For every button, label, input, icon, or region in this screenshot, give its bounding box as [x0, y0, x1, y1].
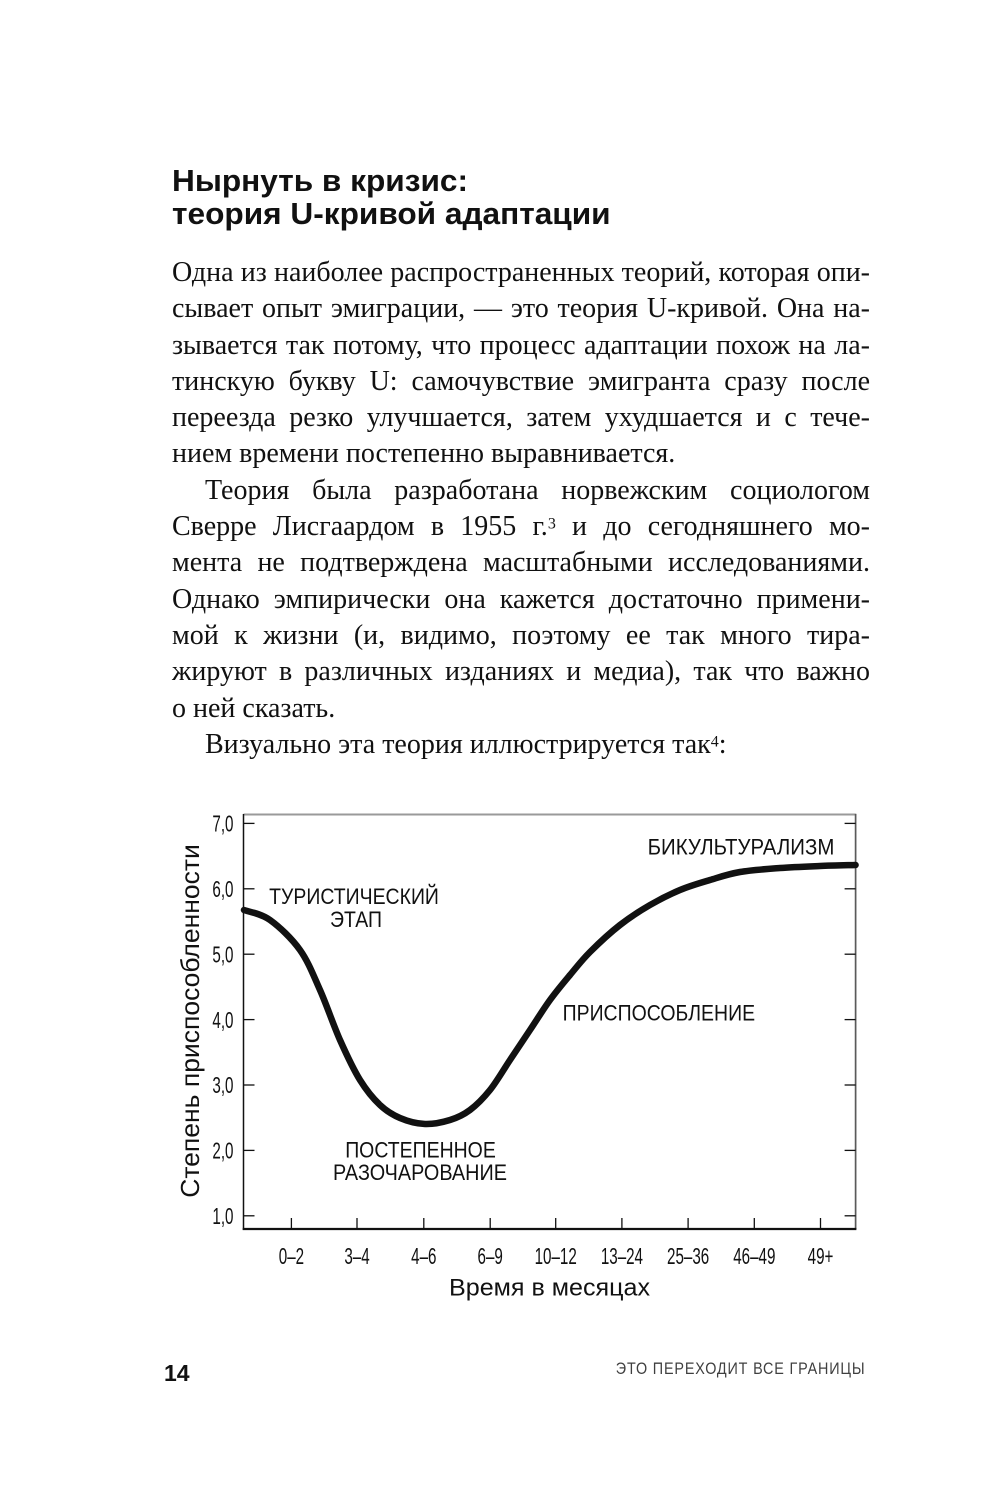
svg-text:46–49: 46–49 [733, 1244, 775, 1270]
svg-text:РАЗОЧАРОВАНИЕ: РАЗОЧАРОВАНИЕ [333, 1161, 507, 1185]
svg-text:ТУРИСТИЧЕСКИЙ: ТУРИСТИЧЕСКИЙ [269, 884, 439, 909]
svg-text:1,0: 1,0 [212, 1204, 233, 1230]
svg-text:5,0: 5,0 [212, 942, 233, 968]
svg-text:0–2: 0–2 [279, 1244, 304, 1270]
svg-text:7,0: 7,0 [212, 812, 233, 838]
svg-text:25–36: 25–36 [667, 1244, 709, 1270]
svg-text:6,0: 6,0 [212, 877, 233, 903]
svg-text:3,0: 3,0 [212, 1073, 233, 1099]
svg-text:49+: 49+ [808, 1244, 834, 1270]
svg-text:4,0: 4,0 [212, 1008, 233, 1034]
svg-text:10–12: 10–12 [535, 1244, 577, 1270]
svg-text:ЭТАП: ЭТАП [330, 908, 382, 932]
svg-text:6–9: 6–9 [478, 1244, 503, 1270]
svg-text:13–24: 13–24 [601, 1244, 643, 1270]
svg-text:БИКУЛЬТУРАЛИЗМ: БИКУЛЬТУРАЛИЗМ [648, 835, 835, 860]
svg-text:ПОСТЕПЕННОЕ: ПОСТЕПЕННОЕ [345, 1138, 496, 1162]
svg-text:3–4: 3–4 [344, 1244, 369, 1270]
svg-text:4–6: 4–6 [411, 1244, 436, 1270]
svg-text:Степень приспособленности: Степень приспособленности [175, 844, 205, 1198]
svg-text:Время в месяцах: Время в месяцах [449, 1275, 651, 1301]
svg-text:ПРИСПОСОБЛЕНИЕ: ПРИСПОСОБЛЕНИЕ [563, 1001, 755, 1025]
svg-text:2,0: 2,0 [212, 1139, 233, 1165]
